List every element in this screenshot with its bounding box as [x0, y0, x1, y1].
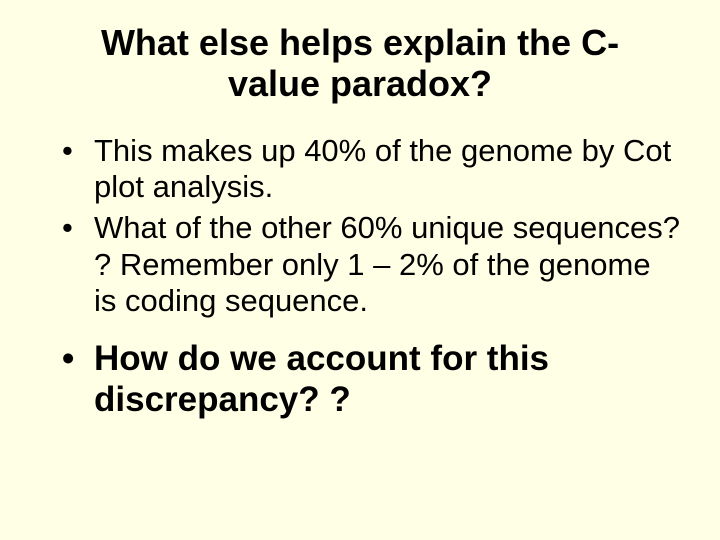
bullet-item-bold: How do we account for this discrepancy? … — [62, 338, 680, 421]
slide-title: What else helps explain the C-value para… — [40, 22, 680, 105]
slide-container: What else helps explain the C-value para… — [0, 0, 720, 540]
bullet-list: This makes up 40% of the genome by Cot p… — [40, 133, 680, 420]
bullet-item: What of the other 60% unique sequences? … — [62, 210, 680, 320]
bullet-item: This makes up 40% of the genome by Cot p… — [62, 133, 680, 206]
